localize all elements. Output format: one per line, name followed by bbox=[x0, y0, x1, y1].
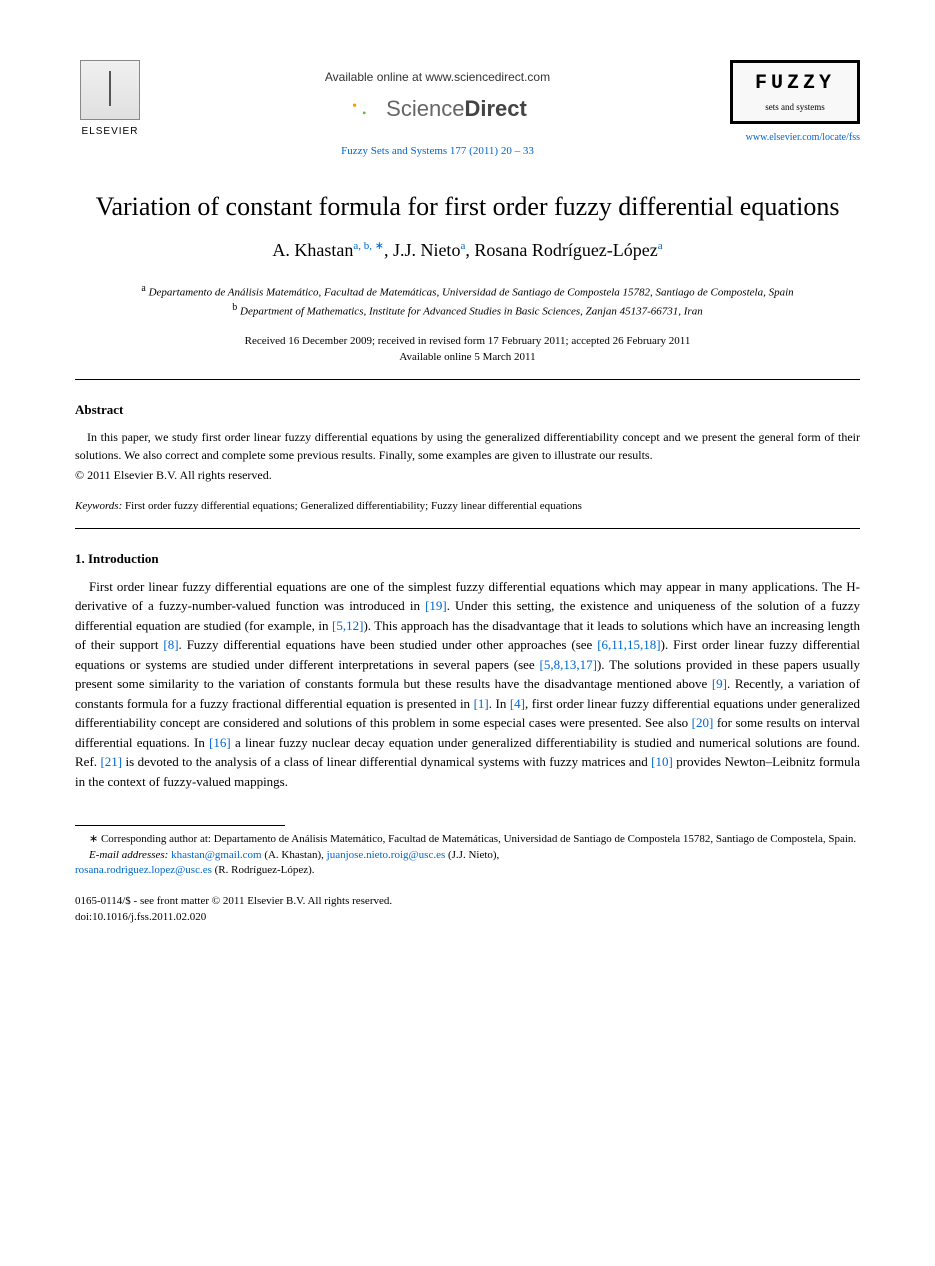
ref-1[interactable]: [1] bbox=[474, 696, 489, 711]
corr-text: Corresponding author at: Departamento de… bbox=[98, 833, 856, 845]
email-3-link[interactable]: rosana.rodriguez.lopez@usc.es bbox=[75, 864, 212, 876]
keywords-label: Keywords: bbox=[75, 500, 122, 512]
email-addresses-line-2: rosana.rodriguez.lopez@usc.es (R. Rodríg… bbox=[75, 863, 860, 878]
ref-4[interactable]: [4] bbox=[510, 696, 525, 711]
ref-19[interactable]: [19] bbox=[425, 598, 447, 613]
front-matter-line: 0165-0114/$ - see front matter © 2011 El… bbox=[75, 894, 860, 909]
abstract-heading: Abstract bbox=[75, 400, 860, 420]
introduction-paragraph: First order linear fuzzy differential eq… bbox=[75, 577, 860, 792]
email-1-link[interactable]: khastan@gmail.com bbox=[171, 849, 261, 861]
sd-science: Science bbox=[386, 96, 464, 121]
footnote-block: ∗ Corresponding author at: Departamento … bbox=[75, 832, 860, 878]
sciencedirect-text: ScienceDirect bbox=[386, 92, 527, 125]
sciencedirect-swoosh-icon bbox=[348, 94, 378, 124]
rule-1 bbox=[75, 379, 860, 380]
intro-t8: . In bbox=[489, 696, 510, 711]
authors-line: A. Khastana, b, ∗, J.J. Nieto a, Rosana R… bbox=[75, 237, 860, 264]
ref-6-11-15-18[interactable]: [6,11,15,18] bbox=[597, 637, 660, 652]
sd-direct: Direct bbox=[464, 96, 526, 121]
journal-reference-link[interactable]: Fuzzy Sets and Systems 177 (2011) 20 – 3… bbox=[145, 143, 730, 160]
doi-line: doi:10.1016/j.fss.2011.02.020 bbox=[75, 910, 860, 925]
ref-16[interactable]: [16] bbox=[209, 735, 231, 750]
abstract-text: In this paper, we study first order line… bbox=[75, 428, 860, 464]
introduction-heading: 1. Introduction bbox=[75, 549, 860, 569]
intro-t12: is devoted to the analysis of a class of… bbox=[122, 754, 651, 769]
copyright-line: © 2011 Elsevier B.V. All rights reserved… bbox=[75, 466, 860, 484]
paper-title: Variation of constant formula for first … bbox=[75, 190, 860, 224]
email-3-name: (R. Rodríguez-López). bbox=[212, 864, 315, 876]
email-1-name: (A. Khastan), bbox=[262, 849, 327, 861]
author-3: , Rosana Rodríguez-López bbox=[465, 240, 657, 260]
intro-t4: . Fuzzy differential equations have been… bbox=[179, 637, 598, 652]
author-2: , J.J. Nieto bbox=[384, 240, 461, 260]
elsevier-text: ELSEVIER bbox=[82, 124, 139, 139]
header-row: ELSEVIER Available online at www.science… bbox=[75, 60, 860, 160]
journal-logo: FUZZY sets and systems www.elsevier.com/… bbox=[730, 60, 860, 145]
email-label: E-mail addresses: bbox=[89, 849, 168, 861]
email-2-link[interactable]: juanjose.nieto.roig@usc.es bbox=[327, 849, 446, 861]
rule-2 bbox=[75, 528, 860, 529]
fuzzy-logo-subtitle: sets and systems bbox=[741, 101, 849, 115]
affiliation-b: b Department of Mathematics, Institute f… bbox=[75, 301, 860, 320]
affiliation-a: a Departamento de Análisis Matemático, F… bbox=[75, 282, 860, 301]
journal-url-link[interactable]: www.elsevier.com/locate/fss bbox=[730, 130, 860, 145]
available-line: Available online 5 March 2011 bbox=[75, 350, 860, 365]
ref-5-12[interactable]: [5,12] bbox=[332, 618, 363, 633]
ref-9[interactable]: [9] bbox=[712, 676, 727, 691]
ref-21[interactable]: [21] bbox=[100, 754, 122, 769]
elsevier-logo: ELSEVIER bbox=[75, 60, 145, 139]
ref-10[interactable]: [10] bbox=[651, 754, 673, 769]
received-line: Received 16 December 2009; received in r… bbox=[75, 334, 860, 349]
available-online-text: Available online at www.sciencedirect.co… bbox=[145, 68, 730, 86]
ref-8[interactable]: [8] bbox=[163, 637, 178, 652]
email-addresses-line: E-mail addresses: khastan@gmail.com (A. … bbox=[75, 848, 860, 863]
corresponding-author-note: ∗ Corresponding author at: Departamento … bbox=[75, 832, 860, 847]
bottom-matter: 0165-0114/$ - see front matter © 2011 El… bbox=[75, 894, 860, 925]
author-3-affil[interactable]: a bbox=[658, 240, 663, 252]
dates-block: Received 16 December 2009; received in r… bbox=[75, 334, 860, 365]
sciencedirect-logo: ScienceDirect bbox=[145, 92, 730, 125]
keywords-text: First order fuzzy differential equations… bbox=[122, 500, 582, 512]
ref-5-8-13-17[interactable]: [5,8,13,17] bbox=[540, 657, 597, 672]
center-header: Available online at www.sciencedirect.co… bbox=[145, 60, 730, 160]
affil-b-text: Department of Mathematics, Institute for… bbox=[237, 306, 702, 318]
elsevier-tree-icon bbox=[80, 60, 140, 120]
fuzzy-logo-title: FUZZY bbox=[741, 69, 849, 99]
email-2-name: (J.J. Nieto), bbox=[445, 849, 499, 861]
ref-20[interactable]: [20] bbox=[692, 715, 714, 730]
fuzzy-logo-box: FUZZY sets and systems bbox=[730, 60, 860, 124]
author-1-affil[interactable]: a, b, ∗ bbox=[353, 240, 384, 252]
author-1: A. Khastan bbox=[272, 240, 353, 260]
footnote-rule bbox=[75, 825, 285, 832]
affil-a-text: Departamento de Análisis Matemático, Fac… bbox=[146, 287, 794, 299]
corr-star: ∗ bbox=[89, 833, 98, 845]
keywords-line: Keywords: First order fuzzy differential… bbox=[75, 498, 860, 515]
